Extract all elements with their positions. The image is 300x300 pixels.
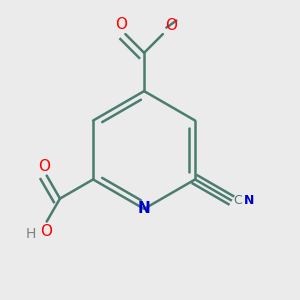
Text: C: C: [233, 194, 242, 207]
Text: H: H: [25, 227, 35, 241]
Text: O: O: [115, 17, 127, 32]
Text: N: N: [138, 201, 151, 216]
Text: O: O: [40, 224, 52, 239]
Text: N: N: [244, 194, 254, 207]
Text: O: O: [38, 159, 50, 174]
Text: O: O: [165, 18, 177, 33]
